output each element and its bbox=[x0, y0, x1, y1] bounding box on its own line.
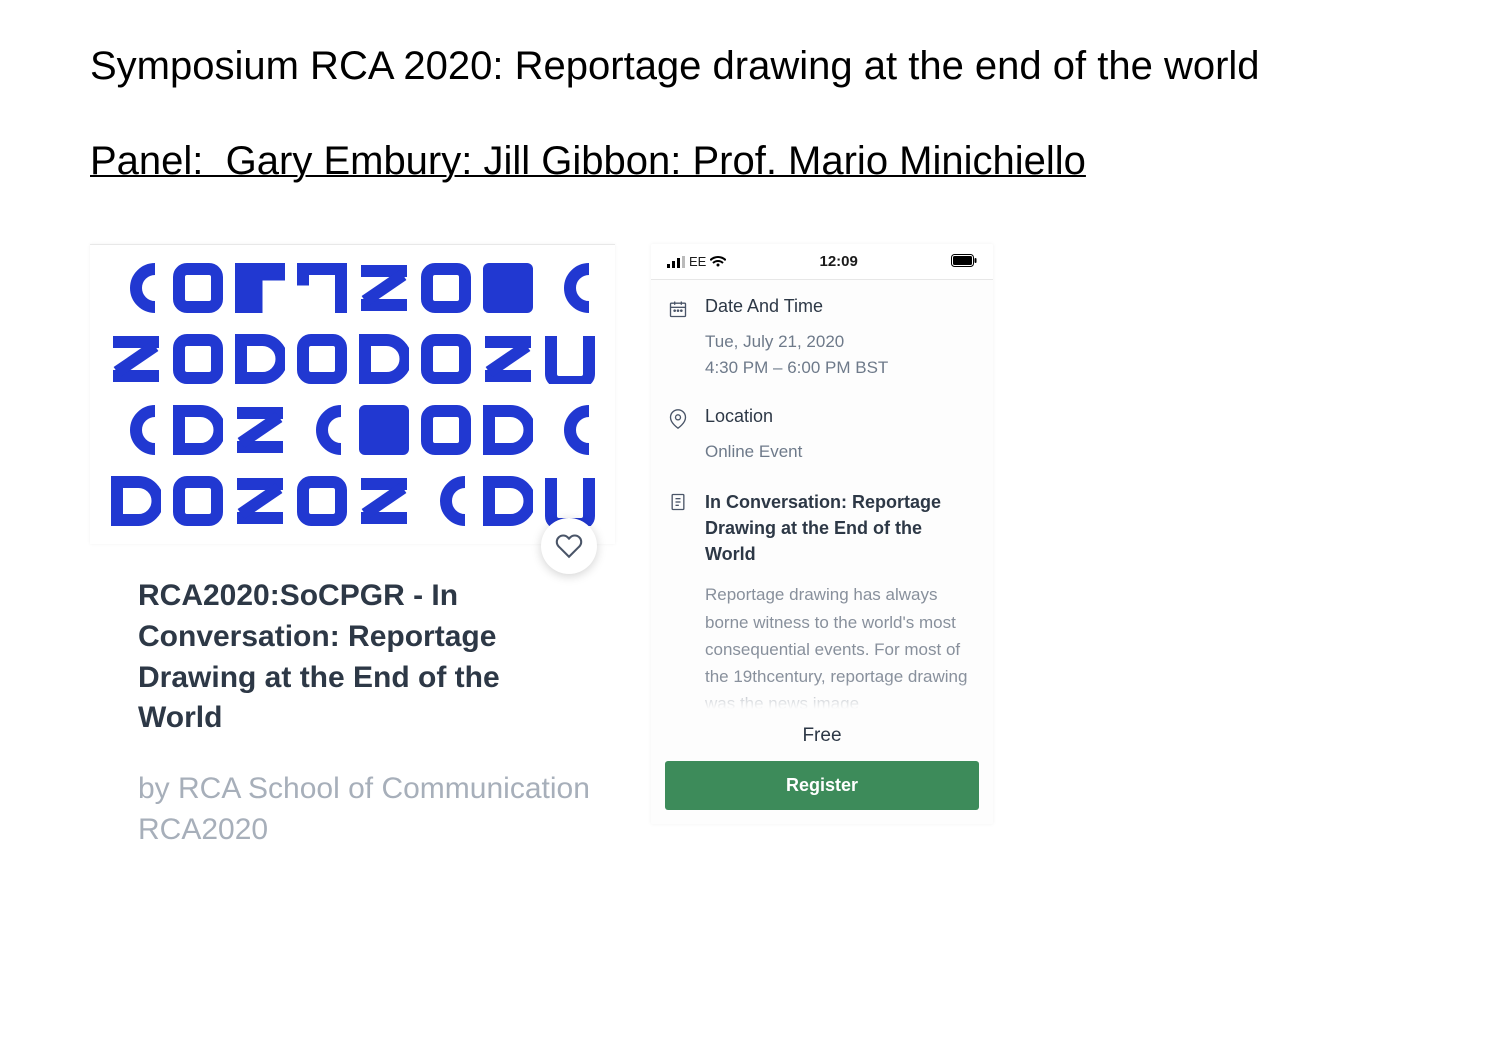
document-icon bbox=[667, 491, 689, 513]
graphic-glyph bbox=[542, 332, 597, 387]
calendar-icon bbox=[667, 298, 689, 320]
graphic-glyph bbox=[542, 261, 597, 316]
graphic-glyph bbox=[170, 473, 225, 528]
graphic-glyph bbox=[480, 261, 535, 316]
status-bar: EE 12:09 bbox=[651, 244, 993, 280]
favorite-button[interactable] bbox=[541, 518, 597, 574]
signal-icon bbox=[667, 256, 685, 268]
location-icon bbox=[667, 408, 689, 430]
carrier-label: EE bbox=[689, 254, 706, 269]
graphic-glyph bbox=[294, 402, 349, 457]
graphic-glyph bbox=[480, 332, 535, 387]
datetime-heading: Date And Time bbox=[705, 296, 888, 317]
graphic-glyph bbox=[356, 261, 411, 316]
location-value: Online Event bbox=[705, 439, 802, 465]
event-title: RCA2020:SoCPGR - In Conversation: Report… bbox=[138, 576, 558, 739]
panel-subtitle: Panel: Gary Embury: Jill Gibbon: Prof. M… bbox=[90, 139, 1408, 184]
graphic-glyph bbox=[232, 261, 287, 316]
graphic-glyph bbox=[480, 473, 535, 528]
graphic-glyph bbox=[356, 332, 411, 387]
graphic-glyph bbox=[356, 402, 411, 457]
graphic-glyph bbox=[418, 332, 473, 387]
event-card: RCA2020:SoCPGR - In Conversation: Report… bbox=[90, 244, 615, 851]
event-time: 4:30 PM – 6:00 PM BST bbox=[705, 355, 888, 381]
graphic-glyph bbox=[418, 261, 473, 316]
page-title: Symposium RCA 2020: Reportage drawing at… bbox=[90, 44, 1408, 89]
graphic-glyph bbox=[232, 402, 287, 457]
description-title: In Conversation: Reportage Drawing at th… bbox=[705, 489, 977, 567]
graphic-glyph bbox=[108, 473, 163, 528]
price-label: Free bbox=[651, 715, 993, 761]
graphic-glyph bbox=[418, 402, 473, 457]
event-byline: by RCA School of Communication RCA2020 bbox=[138, 769, 615, 851]
graphic-glyph bbox=[418, 473, 473, 528]
battery-icon bbox=[951, 254, 977, 267]
description-body: Reportage drawing has always borne witne… bbox=[705, 581, 977, 709]
graphic-glyph bbox=[542, 402, 597, 457]
graphic-glyph bbox=[232, 332, 287, 387]
event-date: Tue, July 21, 2020 bbox=[705, 329, 888, 355]
graphic-glyph bbox=[170, 402, 225, 457]
wifi-icon bbox=[710, 256, 726, 268]
graphic-glyph bbox=[108, 402, 163, 457]
graphic-glyph bbox=[108, 332, 163, 387]
location-heading: Location bbox=[705, 406, 802, 427]
graphic-glyph bbox=[108, 261, 163, 316]
graphic-glyph bbox=[232, 473, 287, 528]
clock: 12:09 bbox=[819, 253, 857, 270]
graphic-glyph bbox=[294, 332, 349, 387]
graphic-glyph bbox=[480, 402, 535, 457]
graphic-glyph bbox=[294, 473, 349, 528]
mobile-preview: EE 12:09 bbox=[651, 244, 993, 824]
event-graphic bbox=[90, 244, 615, 544]
graphic-glyph bbox=[170, 332, 225, 387]
graphic-glyph bbox=[356, 473, 411, 528]
register-button[interactable]: Register bbox=[665, 761, 979, 810]
graphic-glyph bbox=[170, 261, 225, 316]
heart-icon bbox=[555, 532, 583, 560]
graphic-glyph bbox=[294, 261, 349, 316]
